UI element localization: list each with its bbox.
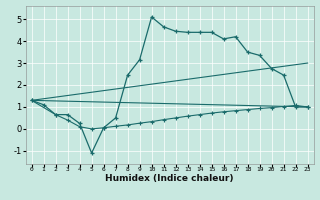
X-axis label: Humidex (Indice chaleur): Humidex (Indice chaleur): [105, 174, 234, 183]
